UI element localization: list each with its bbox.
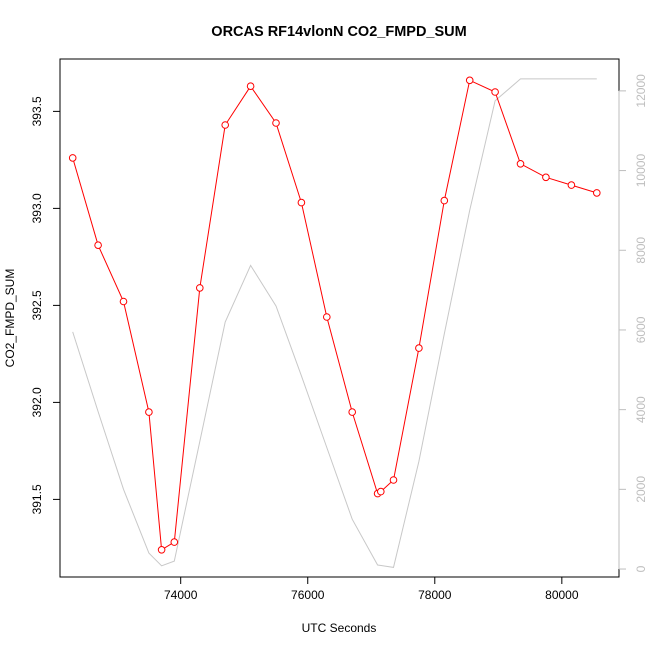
data-point — [196, 284, 204, 292]
data-point — [415, 344, 423, 352]
data-point — [348, 408, 357, 416]
y-axis-label: CO2_FMPD_SUM — [3, 269, 17, 368]
data-point — [221, 121, 229, 129]
y-tick-label: 392.5 — [30, 290, 44, 320]
y2-tick-label: 0 — [634, 565, 648, 572]
y-tick-label: 391.5 — [30, 484, 44, 514]
y2-tick-label: 6000 — [634, 316, 648, 343]
data-point — [323, 313, 331, 321]
y-axis-left: 391.5 392.0 392.5 393.0 393.5 — [30, 96, 61, 514]
x-tick-label: 78000 — [418, 588, 452, 602]
y-tick-label: 393.0 — [30, 193, 44, 223]
data-point — [94, 241, 102, 249]
series-line-red — [72, 79, 597, 551]
x-tick-label: 80000 — [545, 588, 579, 602]
data-point — [297, 198, 306, 207]
data-point — [593, 189, 601, 197]
plot-frame — [59, 58, 620, 578]
data-point — [491, 88, 499, 96]
data-point — [119, 297, 128, 306]
data-point — [272, 119, 280, 127]
data-point — [170, 538, 179, 546]
y2-tick-label: 12000 — [634, 74, 648, 108]
y2-tick-label: 4000 — [634, 396, 648, 423]
data-point — [157, 546, 166, 554]
series-left-axis — [68, 76, 601, 554]
y-axis-right: 0 2000 4000 6000 8000 10000 12000 — [618, 74, 648, 572]
x-tick-label: 76000 — [291, 588, 325, 602]
data-point — [516, 160, 525, 168]
y-tick-label: 392.0 — [30, 387, 44, 417]
data-point — [389, 476, 398, 484]
data-point — [465, 76, 474, 85]
data-point — [542, 173, 550, 182]
y-tick-label: 393.5 — [30, 96, 44, 126]
data-point — [68, 154, 77, 162]
series-right-axis — [72, 78, 597, 568]
data-point — [440, 196, 449, 205]
data-point — [145, 408, 153, 416]
x-axis-label: UTC Seconds — [302, 621, 377, 635]
x-axis: 74000 76000 78000 80000 — [164, 576, 579, 602]
data-point — [246, 82, 255, 90]
y2-tick-label: 8000 — [634, 237, 648, 264]
chart-title: ORCAS RF14vlonN CO2_FMPD_SUM — [211, 24, 466, 40]
data-point — [567, 181, 576, 189]
x-tick-label: 74000 — [164, 588, 198, 602]
data-point — [377, 487, 385, 496]
series-line-gray — [72, 78, 597, 568]
y2-tick-label: 2000 — [634, 476, 648, 503]
y2-tick-label: 10000 — [634, 154, 648, 188]
